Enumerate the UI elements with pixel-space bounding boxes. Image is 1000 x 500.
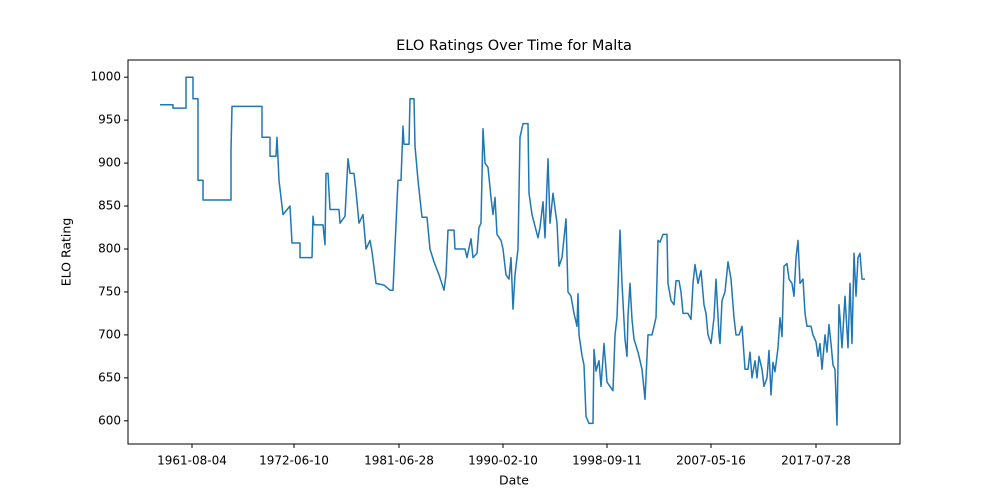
chart-title: ELO Ratings Over Time for Malta (396, 38, 632, 54)
x-tick-label: 2007-05-16 (676, 454, 746, 468)
y-tick-label: 900 (98, 156, 121, 170)
y-tick-label: 1000 (90, 70, 121, 84)
y-tick-label: 800 (98, 241, 121, 255)
y-tick-label: 950 (98, 113, 121, 127)
x-tick-label: 1972-06-10 (259, 454, 329, 468)
x-tick-label: 2017-07-28 (781, 454, 851, 468)
x-tick-label: 1998-09-11 (572, 454, 642, 468)
plot-frame (127, 59, 901, 445)
x-axis-title: Date (499, 473, 529, 488)
y-tick-label: 850 (98, 199, 121, 213)
x-tick-label: 1961-08-04 (157, 454, 227, 468)
x-tick-label: 1981-06-28 (364, 454, 434, 468)
series-line (160, 76, 865, 426)
y-tick-label: 600 (98, 413, 121, 427)
y-tick-label: 750 (98, 284, 121, 298)
y-tick-label: 700 (98, 327, 121, 341)
y-tick-label: 650 (98, 370, 121, 384)
y-axis-title: ELO Rating (59, 218, 74, 287)
x-tick-label: 1990-02-10 (468, 454, 538, 468)
